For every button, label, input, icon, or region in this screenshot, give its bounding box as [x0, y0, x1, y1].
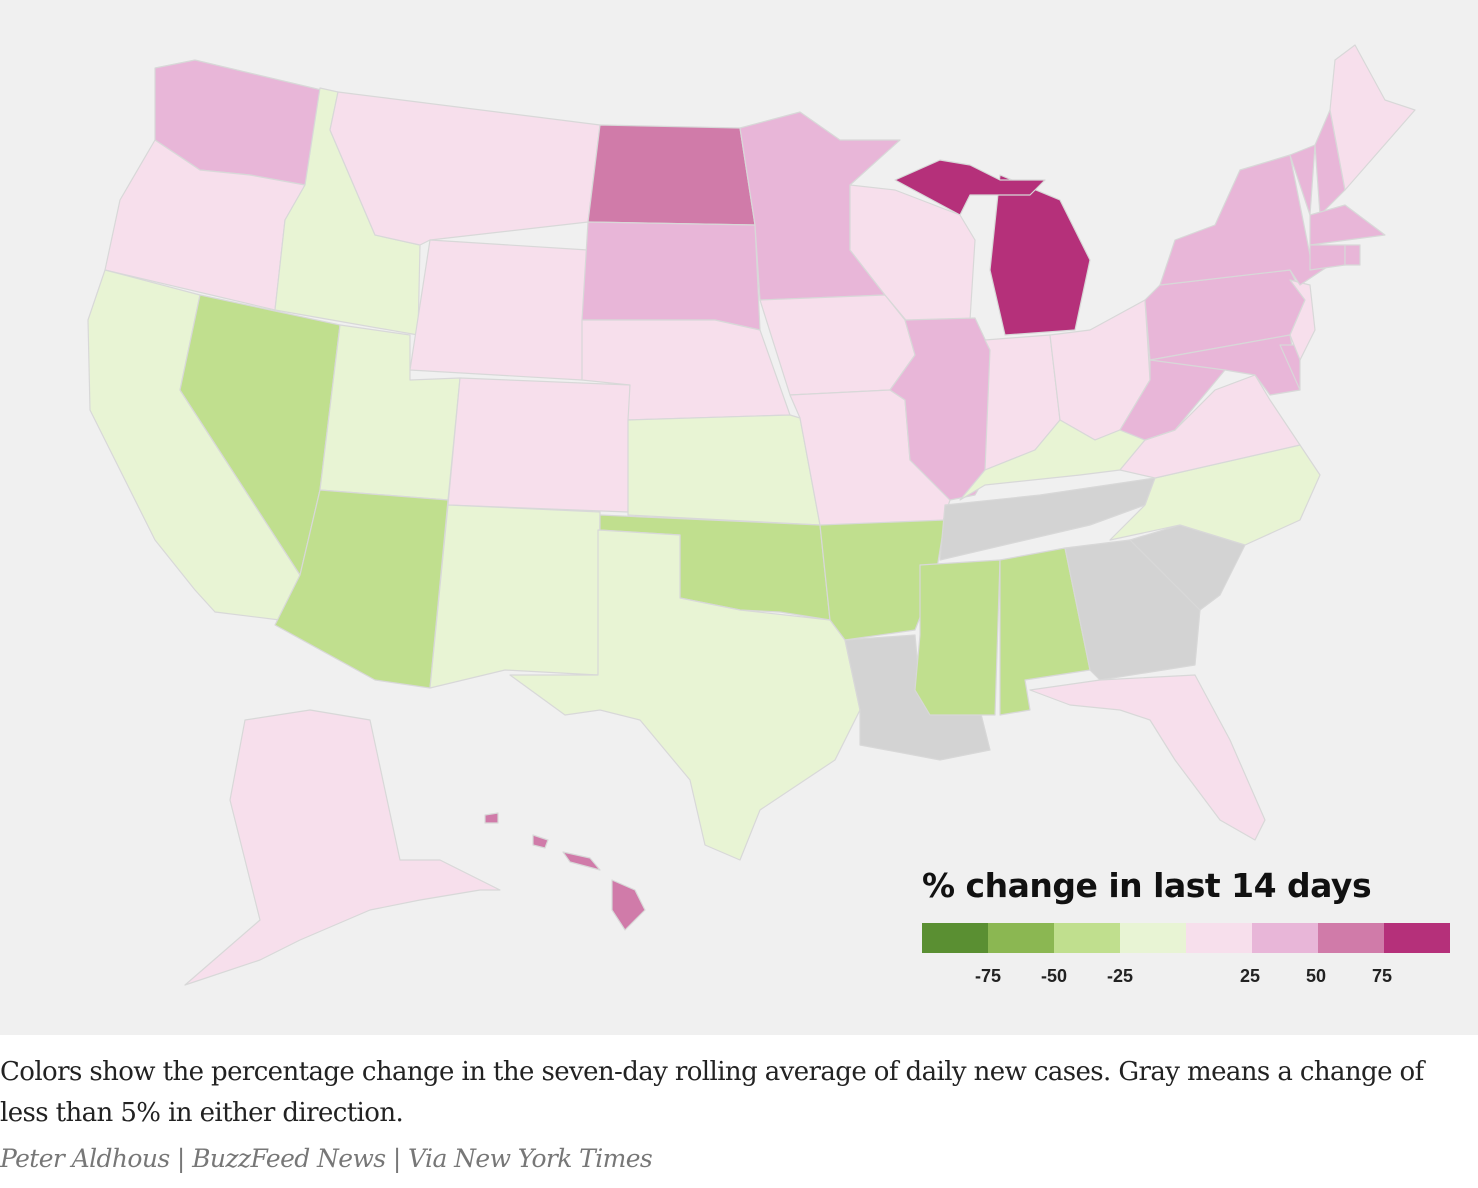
state-vt [1289, 144, 1316, 216]
legend-tick: -25 [1106, 966, 1134, 986]
state-shape-mi [989, 174, 1091, 336]
state-shape-co [447, 377, 631, 513]
legend-swatch-g3 [988, 923, 1054, 953]
state-fl [1029, 674, 1266, 841]
state-ma [1309, 204, 1386, 246]
state-ny [1159, 154, 1331, 286]
legend-swatch-g1 [1120, 923, 1186, 953]
state-shape-ak [184, 709, 501, 986]
state-shape-ny [1159, 154, 1331, 286]
state-tx [509, 529, 861, 861]
state-shape-mi [894, 159, 1046, 216]
map-caption: Colors show the percentage change in the… [0, 1057, 1424, 1128]
state-ak [184, 709, 501, 986]
state-shape-hi [562, 851, 601, 871]
state-shape-sd [581, 221, 761, 331]
legend-swatch-p3 [1318, 923, 1384, 953]
state-shape-il [889, 317, 996, 501]
map-credit: Peter Aldhous | BuzzFeed News | Via New … [0, 1144, 653, 1173]
state-ct [1309, 244, 1346, 271]
state-il [889, 317, 996, 501]
legend-tick: 75 [1371, 966, 1393, 986]
state-shape-nd [587, 124, 756, 226]
state-nd [587, 124, 756, 226]
state-nm [429, 504, 601, 689]
state-de [1279, 344, 1301, 391]
state-shape-fl [1029, 674, 1266, 841]
state-shape-hi [484, 812, 499, 824]
map-panel: % change in last 14 days -75 -50 -25 25 … [0, 0, 1478, 1035]
legend-swatch-p4 [1384, 923, 1450, 953]
legend-swatch-p1 [1186, 923, 1252, 953]
legend-swatch-g4 [922, 923, 988, 953]
legend-tick: 25 [1239, 966, 1261, 986]
us-choropleth-map [87, 44, 1416, 986]
state-ms [914, 559, 1001, 716]
legend-tick: 50 [1305, 966, 1327, 986]
state-ia [759, 294, 916, 396]
state-shape-la [844, 634, 991, 761]
state-mi [894, 159, 1091, 336]
legend-tick: -50 [1040, 966, 1068, 986]
legend-tick: -75 [974, 966, 1002, 986]
state-shape-ms [914, 559, 1001, 716]
state-shape-tx [509, 529, 861, 861]
state-shape-ct [1309, 244, 1346, 271]
state-shape-vt [1289, 144, 1316, 216]
state-shape-nj [1289, 279, 1316, 361]
legend-swatch-p2 [1252, 923, 1318, 953]
legend-swatch-g2 [1054, 923, 1120, 953]
state-shape-ia [759, 294, 916, 396]
state-shape-mt [329, 91, 601, 246]
state-la [844, 634, 991, 761]
state-mt [329, 91, 601, 246]
state-hi [484, 812, 646, 931]
legend-title: % change in last 14 days [922, 866, 1372, 905]
state-nj [1289, 279, 1316, 361]
state-sc [1129, 524, 1246, 611]
legend-color-scale [922, 923, 1450, 953]
state-ks [627, 414, 821, 526]
state-shape-wy [409, 239, 589, 381]
state-shape-sc [1129, 524, 1246, 611]
state-shape-hi [611, 879, 646, 931]
state-shape-ks [627, 414, 821, 526]
state-wy [409, 239, 589, 381]
state-me [1329, 44, 1416, 191]
state-shape-ri [1344, 244, 1361, 266]
state-sd [581, 221, 761, 331]
state-shape-nm [429, 504, 601, 689]
state-shape-ma [1309, 204, 1386, 246]
state-shape-de [1279, 344, 1301, 391]
state-ri [1344, 244, 1361, 266]
state-co [447, 377, 631, 513]
state-shape-me [1329, 44, 1416, 191]
state-shape-hi [532, 834, 549, 849]
